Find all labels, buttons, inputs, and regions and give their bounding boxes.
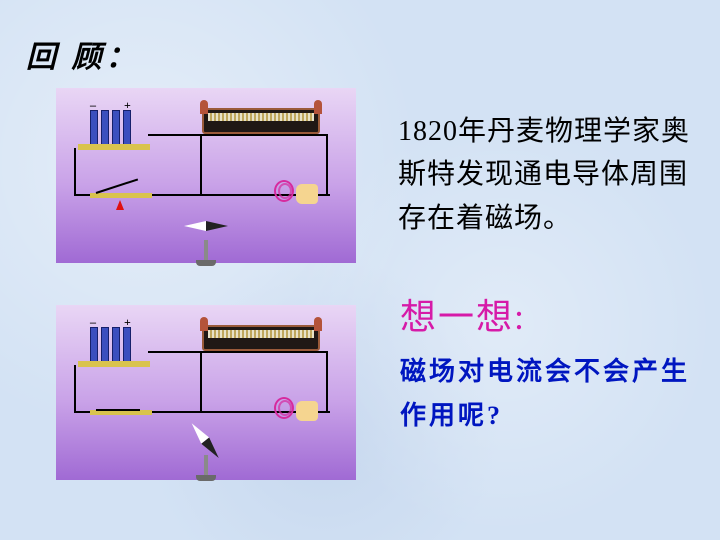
slide-title: 回 顾： bbox=[26, 32, 140, 76]
oersted-diagram-closed: – + bbox=[56, 305, 356, 480]
wire-segment bbox=[148, 351, 202, 353]
switch-closed-icon bbox=[90, 401, 152, 415]
ammeter-icon bbox=[202, 108, 320, 134]
think-heading: 想一想: bbox=[400, 288, 526, 340]
hand-holding-wire-icon bbox=[280, 397, 318, 427]
oersted-diagram-open: – + bbox=[56, 88, 356, 263]
wire-segment bbox=[200, 351, 202, 413]
battery-icon bbox=[90, 110, 136, 146]
switch-open-icon bbox=[90, 184, 152, 198]
compass-icon bbox=[184, 216, 228, 266]
body-paragraph: 1820年丹麦物理学家奥斯特发现通电导体周围存在着磁场。 bbox=[398, 110, 692, 240]
wire-segment bbox=[200, 134, 202, 196]
compass-deflected-icon bbox=[184, 431, 228, 481]
battery-bench bbox=[78, 361, 150, 367]
wire-segment bbox=[148, 134, 202, 136]
battery-icon bbox=[90, 327, 136, 363]
wire-segment bbox=[74, 365, 76, 413]
question-text: 磁场对电流会不会产生作用呢? bbox=[400, 350, 700, 438]
ammeter-icon bbox=[202, 325, 320, 351]
wire-segment bbox=[74, 148, 76, 196]
battery-bench bbox=[78, 144, 150, 150]
hand-holding-wire-icon bbox=[280, 180, 318, 210]
